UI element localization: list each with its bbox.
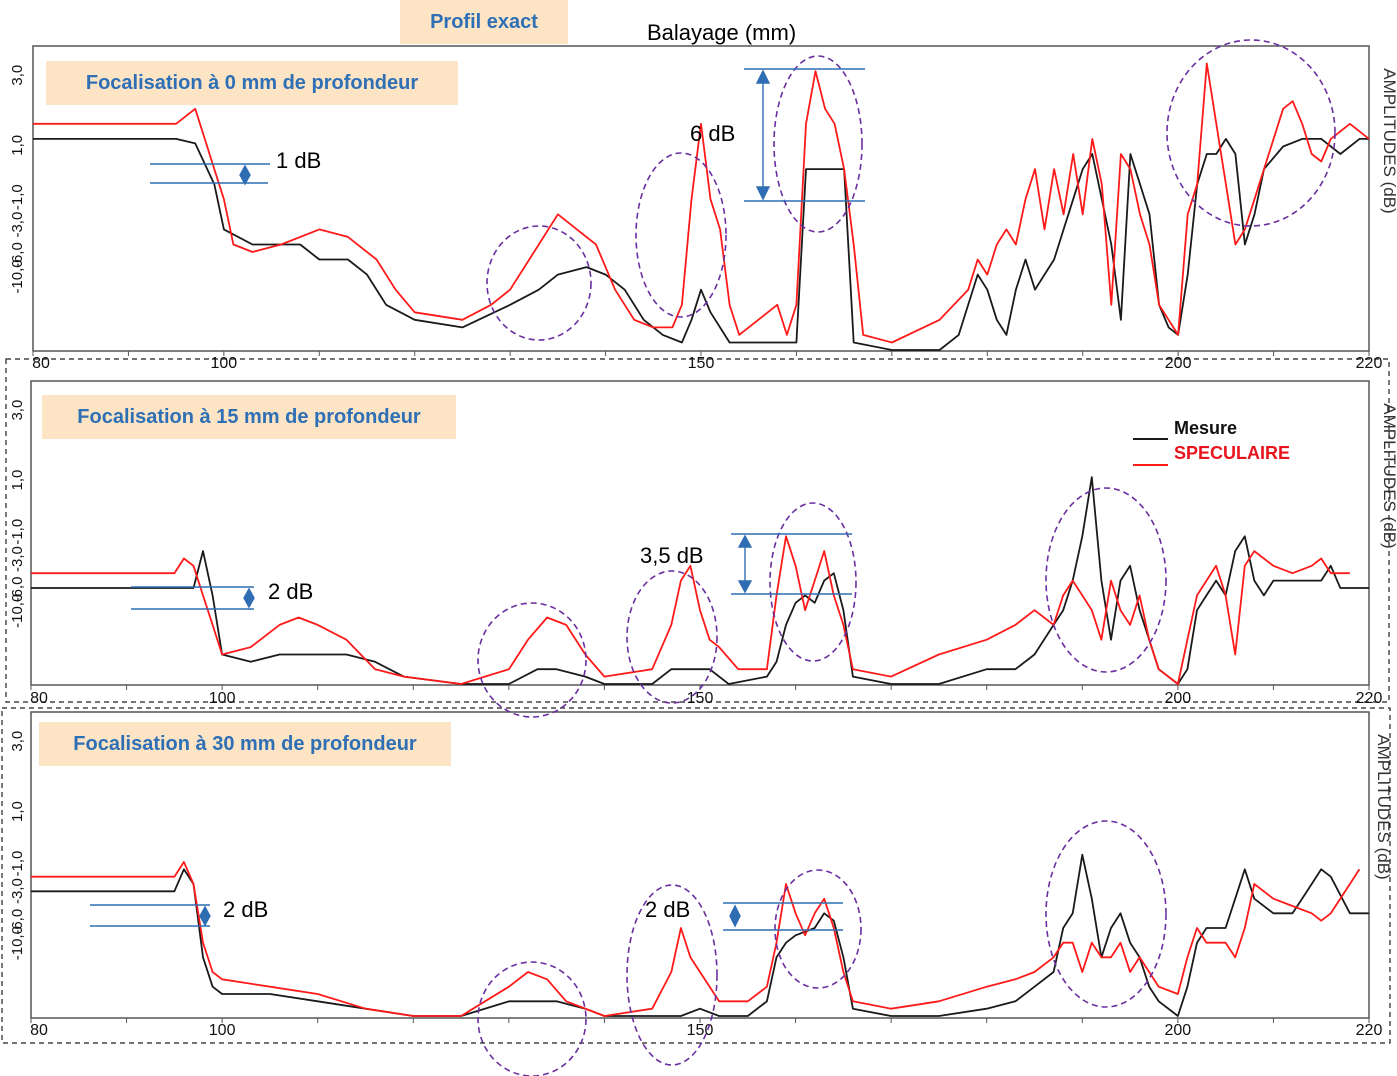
x-tick-label: 200 [1165,690,1192,707]
db-marker-diamond [729,904,741,928]
y-tick-label: -1,0 [9,519,26,545]
x-tick-label: 100 [209,1022,236,1039]
panel-3-highlights [477,820,1167,1076]
highlight-ellipse [774,869,862,989]
x-tick-label: 80 [30,690,48,707]
highlight-ellipse [769,502,857,662]
x-tick-label: 100 [209,690,236,707]
y-axis-label: AMPLITUDES (dB) [1380,403,1397,548]
highlight-ellipse [626,884,718,1066]
panel-2-annotation-2: 3,5 dB [640,543,704,568]
y-tick-label: -3,0 [9,878,26,904]
x-tick-label: 220 [1356,690,1383,707]
y-axis-label: AMPLITUDES (dB) [1374,734,1393,879]
legend-measure-label: Mesure [1174,418,1238,438]
y-tick-label: -1,0 [9,851,26,877]
x-tick-label: 150 [687,1022,714,1039]
series-measure-line [33,138,1369,351]
highlight-ellipse [773,55,863,233]
y-tick-label: 1,0 [9,801,26,822]
x-tick-label: 150 [687,690,714,707]
highlight-ellipse [1045,487,1167,673]
y-tick-label: 1,0 [9,135,26,156]
x-tick-label: 200 [1165,1022,1192,1039]
panel-3-dashed-frame [1,707,1391,1044]
x-axis-title: Balayage (mm) [647,20,797,45]
series-specular-line [33,62,1370,344]
highlight-ellipse [635,152,727,318]
x-tick-label: 80 [32,355,50,372]
y-tick-label: -6,0 [9,577,26,603]
y-tick-label: 3,0 [9,731,26,752]
highlight-ellipse [626,570,718,704]
y-tick-label: -6,0 [9,242,26,268]
dynamic-chart-layer: 80 100 150 200 2203,01,0-1,0-3,0-6,0-10,0AMP… [9,62,1397,1039]
y-tick-label: 3,0 [9,400,26,421]
db-marker-diamond [243,587,255,609]
series-measure-line [31,476,1369,685]
highlight-ellipse [477,961,587,1076]
x-tick-label: 100 [211,355,238,372]
panel-1-annotation-2: 6 dB [690,121,736,146]
y-tick-label: -10,0 [9,594,26,628]
profil-exact-label: Profil exact [400,0,568,44]
y-tick-label: -6,0 [9,909,26,935]
db-marker-arrowhead [737,580,753,594]
db-marker-arrowhead [755,69,771,84]
panel-2-annotation-1: 2 dB [268,579,314,604]
x-tick-label: 150 [688,355,715,372]
y-tick-label: -3,0 [9,212,26,238]
y-tick-label: 3,0 [9,65,26,86]
db-marker-diamond [239,164,251,186]
db-markers [90,68,865,931]
y-tick-label: -3,0 [9,546,26,572]
y-tick-label: -1,0 [9,184,26,210]
panel-3-annotation-1: 2 dB [223,897,269,922]
highlight-ellipse [1045,820,1167,1008]
panel-2-label: Focalisation à 15 mm de profondeur [42,395,456,439]
y-axis-label: AMPLITUDES (dB) [1380,68,1397,213]
x-tick-label: 220 [1356,355,1383,372]
highlight-ellipse [477,602,587,718]
series-specular-line [31,861,1361,1017]
series-specular-line [31,535,1350,685]
panel-1-label: Focalisation à 0 mm de profondeur [46,61,458,105]
panel-2-dashed-frame [5,358,1390,703]
legend-specular-label: SPECULAIRE [1174,443,1291,463]
panel-1-highlights [486,39,1336,341]
y-tick-label: -10,0 [9,926,26,960]
x-tick-label: 200 [1165,355,1192,372]
x-tick-label: 220 [1356,1022,1383,1039]
panel-3-label: Focalisation à 30 mm de profondeur [39,722,451,766]
x-tick-label: 80 [30,1022,48,1039]
y-tick-label: 1,0 [9,470,26,491]
y-tick-label: -10,0 [9,259,26,293]
highlight-ellipse [1166,39,1336,227]
panel-3-annotation-2: 2 dB [645,897,691,922]
panel-1-annotation-1: 1 dB [276,148,322,173]
db-marker-arrowhead [737,534,753,548]
panel-2-highlights [477,487,1167,718]
highlight-ellipse [486,225,592,341]
db-marker-diamond [199,905,211,927]
db-marker-arrowhead [755,186,771,201]
